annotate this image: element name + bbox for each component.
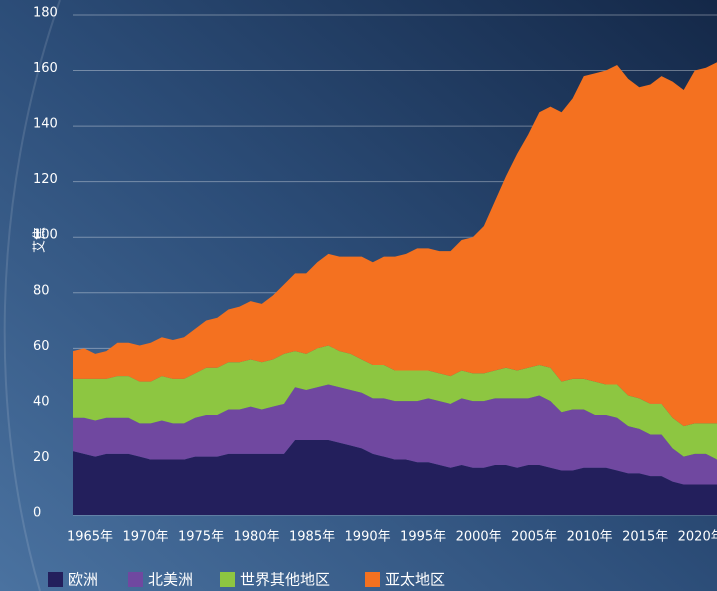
x-tick-label: 2005年 — [511, 530, 557, 545]
y-tick-label: 60 — [33, 339, 50, 354]
x-tick-label: 1990年 — [345, 530, 391, 545]
legend-swatch — [128, 572, 143, 587]
legend-label: 欧洲 — [68, 571, 98, 589]
y-tick-label: 80 — [33, 283, 50, 298]
y-tick-label: 100 — [33, 228, 58, 243]
x-tick-label: 2020年 — [678, 530, 717, 545]
y-tick-label: 140 — [33, 117, 58, 132]
y-tick-label: 120 — [33, 172, 58, 187]
decoration — [3, 0, 61, 591]
legend-label: 世界其他地区 — [240, 571, 330, 589]
area — [73, 345, 717, 460]
y-tick-label: 0 — [33, 506, 41, 521]
area — [73, 62, 717, 427]
y-tick-label: 160 — [33, 61, 58, 76]
x-tick-label: 2000年 — [456, 530, 502, 545]
x-tick-label: 2010年 — [567, 530, 613, 545]
y-axis-label: 艾焦 — [33, 227, 48, 253]
x-tick-label: 1985年 — [289, 530, 335, 545]
x-tick-label: 1970年 — [122, 530, 168, 545]
area — [73, 440, 717, 515]
legend-swatch — [220, 572, 235, 587]
x-tick-label: 1980年 — [234, 530, 280, 545]
legend-label: 亚太地区 — [385, 571, 445, 589]
y-tick-label: 20 — [33, 450, 50, 465]
x-tick-label: 1975年 — [178, 530, 224, 545]
x-tick-label: 1965年 — [67, 530, 113, 545]
legend-label: 北美洲 — [148, 571, 193, 589]
x-tick-label: 2015年 — [622, 530, 668, 545]
y-tick-label: 180 — [33, 6, 58, 21]
legend-swatch — [48, 572, 63, 587]
y-tick-label: 40 — [33, 394, 50, 409]
legend-swatch — [365, 572, 380, 587]
x-tick-label: 1995年 — [400, 530, 446, 545]
